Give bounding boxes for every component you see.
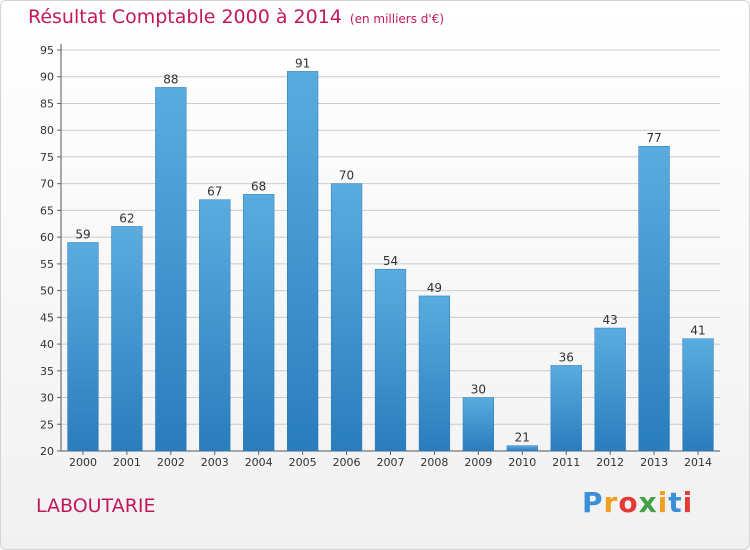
bar: [155, 87, 187, 452]
x-tick-label: 2000: [69, 456, 97, 469]
data-label: 21: [515, 431, 530, 445]
x-tick-label: 2011: [552, 456, 580, 469]
y-tick-label: 80: [40, 124, 54, 137]
bar: [638, 145, 670, 452]
y-tick-label: 55: [40, 258, 54, 271]
bar: [506, 445, 538, 452]
data-label: 67: [207, 185, 222, 199]
bar: [462, 397, 494, 452]
logo-letter: t: [668, 486, 683, 519]
logo-letter: o: [618, 486, 639, 519]
data-label: 36: [559, 350, 574, 364]
y-tick-label: 65: [40, 204, 54, 217]
logo-letter: i: [682, 486, 694, 519]
x-tick-label: 2001: [113, 456, 141, 469]
x-tick-label: 2008: [420, 456, 448, 469]
bar: [287, 71, 319, 452]
y-tick-label: 40: [40, 338, 54, 351]
bar: [243, 194, 275, 452]
y-tick-label: 20: [40, 445, 54, 458]
data-label: 77: [646, 131, 661, 145]
bar: [199, 199, 231, 452]
chart-title-text: Résultat Comptable 2000 à 2014: [28, 6, 342, 28]
y-tick-label: 25: [40, 418, 54, 431]
bar: [682, 338, 714, 452]
x-tick-label: 2004: [245, 456, 273, 469]
x-tick-label: 2013: [640, 456, 668, 469]
chart-unit: (en milliers d'€): [349, 12, 445, 26]
data-label: 30: [471, 383, 486, 397]
y-tick-label: 50: [40, 285, 54, 298]
x-tick-label: 2014: [684, 456, 712, 469]
y-tick-label: 35: [40, 365, 54, 378]
y-tick-label: 70: [40, 178, 54, 191]
x-tick-label: 2012: [596, 456, 624, 469]
x-tick-label: 2006: [333, 456, 361, 469]
logo-letter: r: [603, 486, 619, 519]
data-label: 59: [75, 227, 90, 241]
x-tick-label: 2007: [377, 456, 405, 469]
proxiti-logo: Proxiti: [582, 486, 693, 519]
y-tick-label: 90: [40, 71, 54, 84]
data-label: 41: [690, 324, 705, 338]
x-tick-label: 2009: [464, 456, 492, 469]
x-tick-label: 2005: [289, 456, 317, 469]
data-label: 91: [295, 56, 310, 70]
y-tick-label: 95: [40, 44, 54, 57]
logo-letter: x: [638, 486, 658, 519]
chart-title: Résultat Comptable 2000 à 2014 (en millie…: [28, 6, 444, 28]
data-label: 62: [119, 211, 134, 225]
x-tick-label: 2010: [508, 456, 536, 469]
y-tick-label: 45: [40, 311, 54, 324]
commune-name: LABOUTARIE: [36, 495, 156, 517]
data-label: 70: [339, 169, 354, 183]
bar: [594, 327, 626, 452]
logo-letter: P: [582, 486, 604, 519]
logo-letter: i: [657, 486, 669, 519]
data-label: 49: [427, 281, 442, 295]
y-tick-label: 60: [40, 231, 54, 244]
data-label: 43: [603, 313, 618, 327]
y-tick-label: 30: [40, 392, 54, 405]
bar: [111, 226, 143, 452]
data-label: 88: [163, 72, 178, 86]
bar: [330, 183, 363, 452]
x-tick-label: 2002: [157, 456, 185, 469]
y-tick-label: 85: [40, 97, 54, 110]
y-tick-label: 75: [40, 151, 54, 164]
bar: [550, 365, 582, 452]
data-label: 68: [251, 179, 266, 193]
data-label: 54: [383, 254, 398, 268]
bar: [418, 295, 451, 452]
x-tick-label: 2003: [201, 456, 229, 469]
bar: [374, 268, 407, 452]
bar: [67, 242, 99, 452]
